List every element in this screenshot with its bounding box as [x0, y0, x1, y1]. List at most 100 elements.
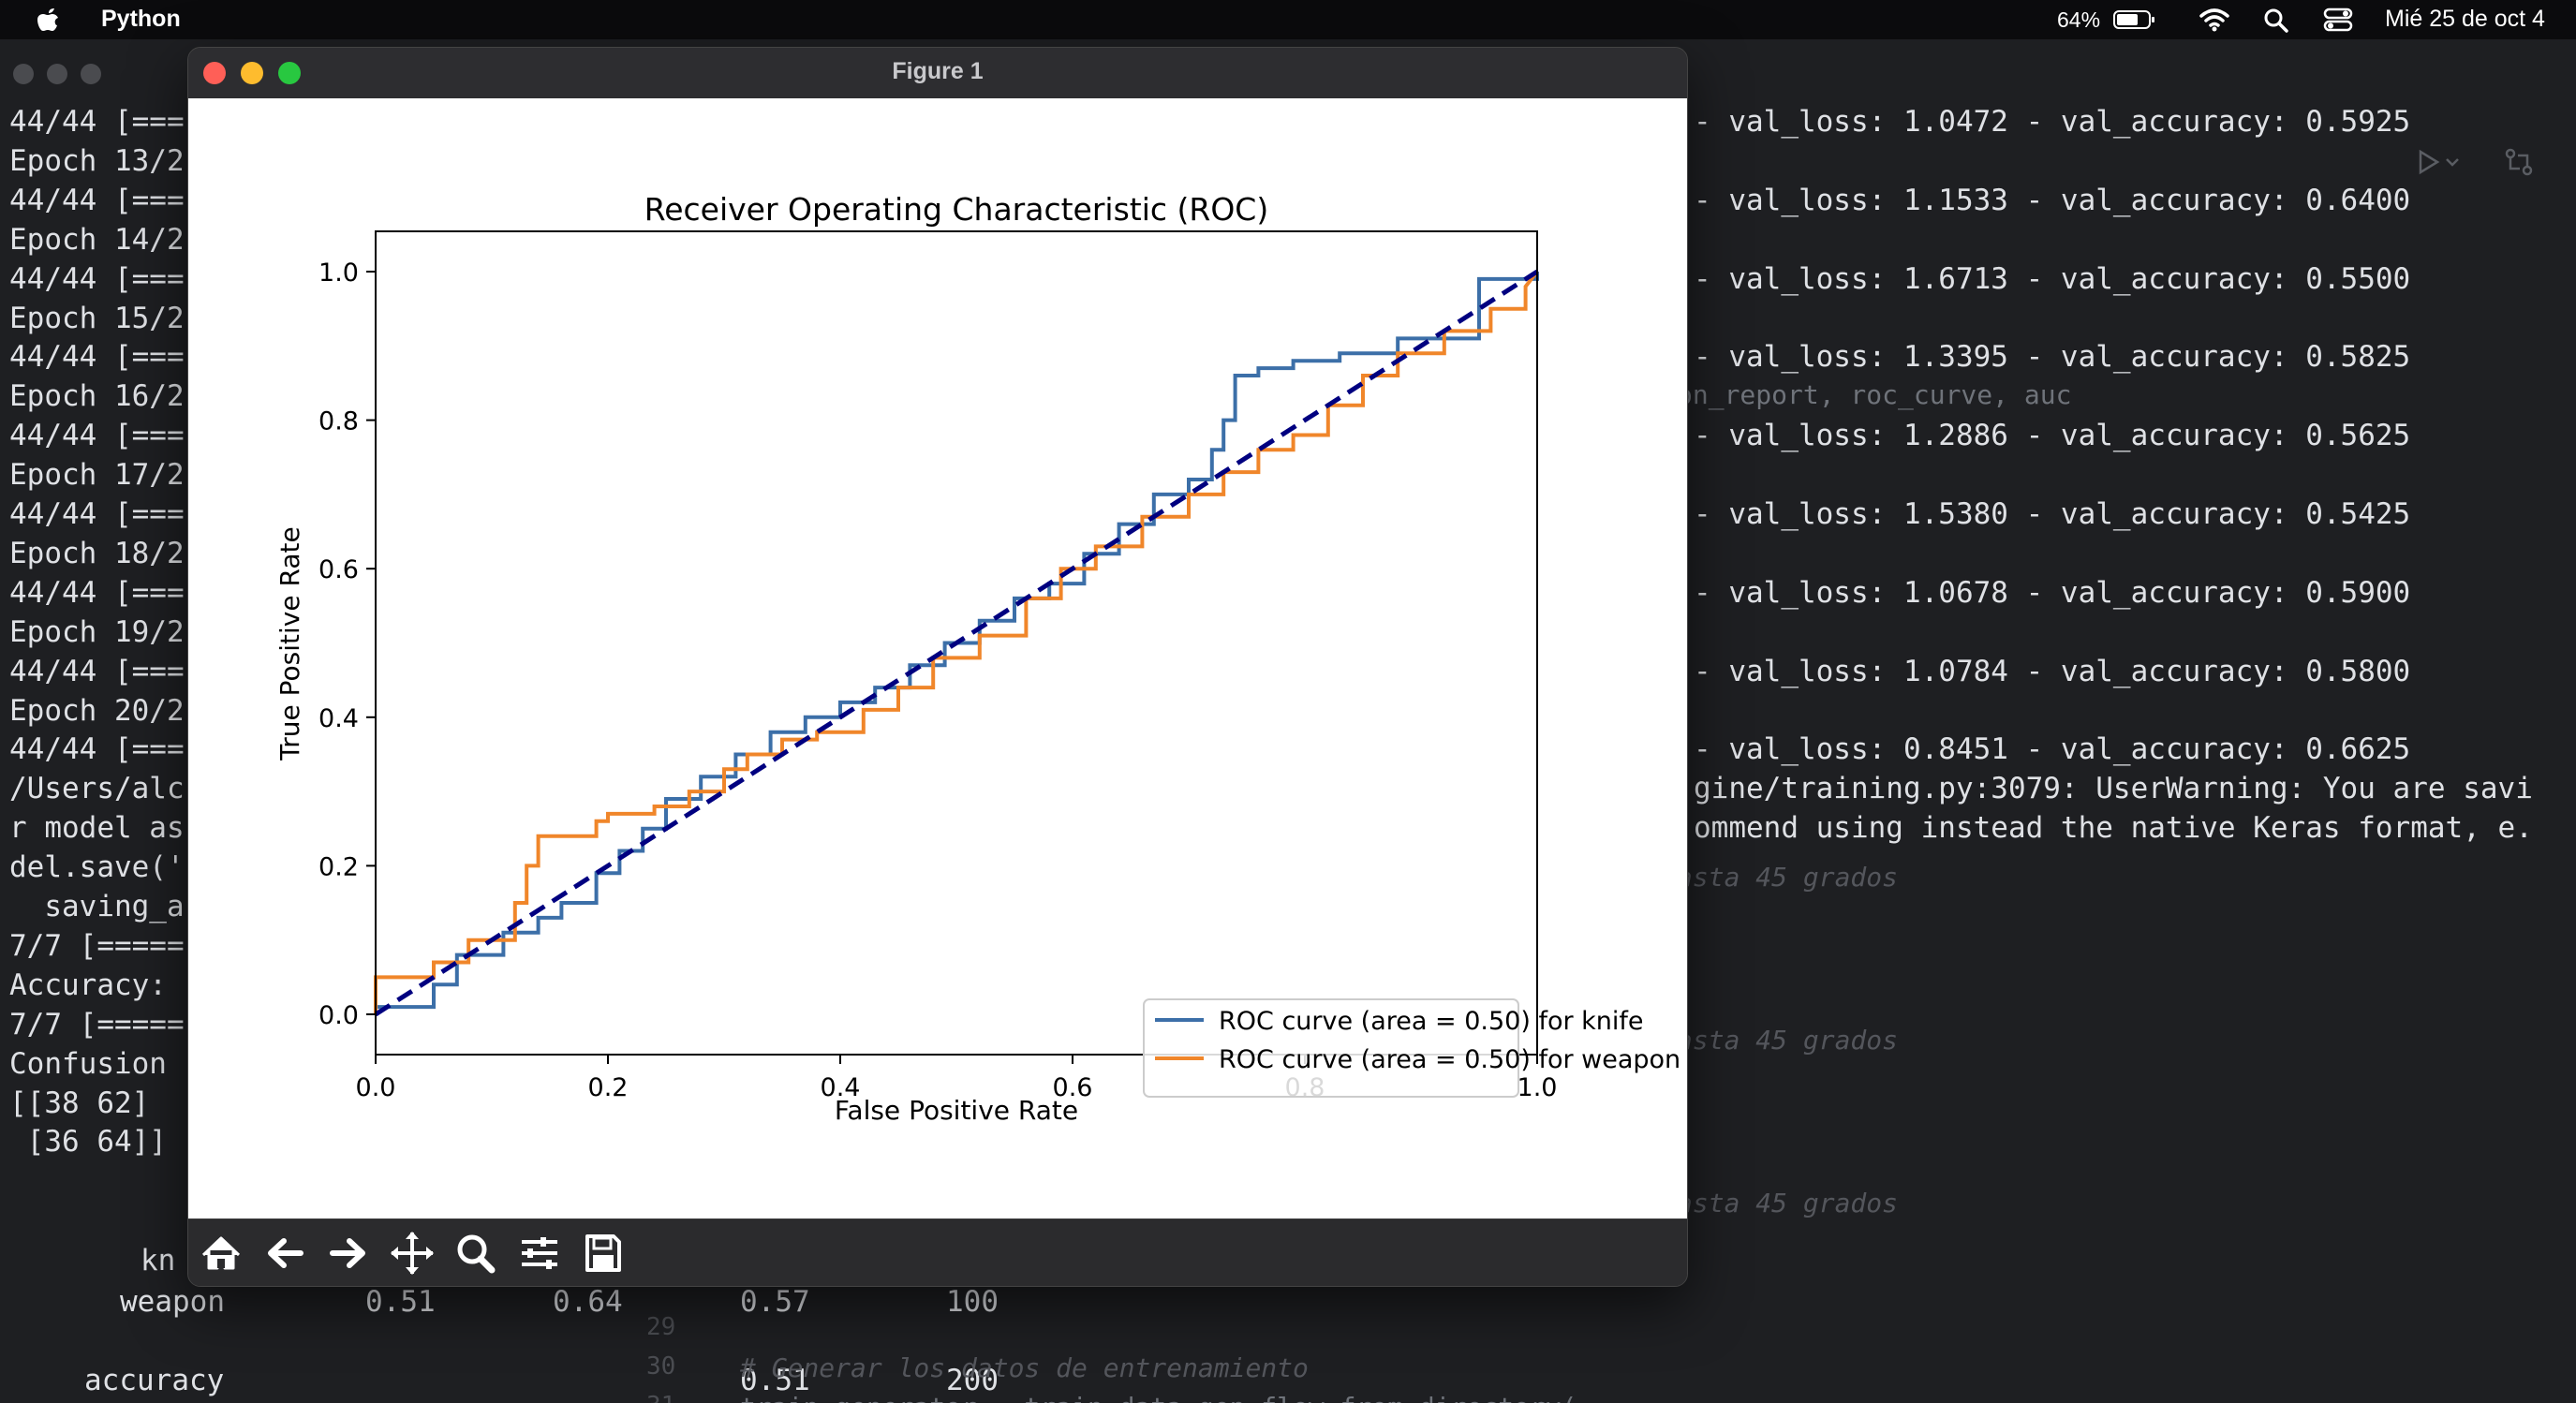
- wifi-icon[interactable]: [2199, 7, 2229, 32]
- terminal-line: 44/44 [===: [9, 497, 185, 531]
- terminal-line: - val_loss: 1.6713 - val_accuracy: 0.550…: [1694, 261, 2411, 296]
- terminal-line: - val_loss: 1.1533 - val_accuracy: 0.640…: [1694, 183, 2411, 217]
- control-center-icon[interactable]: [2323, 7, 2353, 32]
- terminal-line: Epoch 20/2: [9, 693, 185, 728]
- spotlight-search-icon[interactable]: [2263, 7, 2289, 34]
- figure-title: Figure 1: [892, 58, 984, 84]
- terminal-line: ommend using instead the native Keras fo…: [1694, 811, 2533, 846]
- plot-canvas[interactable]: 0.00.20.40.60.81.00.00.20.40.60.81.0 Rec…: [188, 98, 1687, 1218]
- y-tick-label: 1.0: [318, 258, 359, 288]
- report-accuracy-support: 200: [946, 1364, 999, 1397]
- terminal-line: 7/7 [=====: [9, 1007, 185, 1041]
- home-button[interactable]: [194, 1227, 248, 1279]
- report-accuracy-value: 0.51: [740, 1364, 810, 1397]
- pan-button[interactable]: [385, 1227, 439, 1279]
- x-tick-label: 1.0: [1517, 1073, 1558, 1102]
- zoom-button[interactable]: [449, 1227, 503, 1279]
- terminal-line: 44/44 [===: [9, 575, 185, 610]
- app-name[interactable]: Python: [101, 6, 181, 32]
- terminal-line: 44/44 [===: [9, 419, 185, 453]
- roc-series-1: [374, 270, 1539, 1014]
- terminal-line: Confusion: [9, 1046, 167, 1081]
- terminal-line: Accuracy:: [9, 967, 167, 1002]
- back-icon: [268, 1238, 303, 1268]
- battery-icon[interactable]: [2113, 9, 2156, 30]
- x-tick-label: 0.0: [356, 1073, 396, 1102]
- x-tick-label: 0.4: [821, 1073, 861, 1102]
- report-knife-label: kn: [141, 1244, 176, 1277]
- terminal-line: 44/44 [===: [9, 732, 185, 767]
- ghost-line-number: 30: [646, 1352, 676, 1381]
- terminal-line: Epoch 15/2: [9, 301, 185, 335]
- terminal-line: [36 64]]: [9, 1125, 167, 1159]
- clock[interactable]: Mié 25 de oct 4: [2385, 6, 2545, 32]
- forward-icon: [330, 1238, 365, 1268]
- axes-frame: [375, 230, 1538, 1056]
- close-button[interactable]: [203, 62, 226, 84]
- terminal-line: 44/44 [===: [9, 654, 185, 688]
- legend-entry: ROC curve (area = 0.50) for knife: [1219, 1007, 1644, 1036]
- run-icon[interactable]: [2417, 148, 2464, 176]
- terminal-line: /Users/alc: [9, 772, 185, 806]
- x-tick-label: 0.6: [1053, 1073, 1093, 1102]
- terminal-line: r model as: [9, 811, 185, 846]
- battery-percent: 64%: [2057, 7, 2101, 32]
- figure-toolbar: [188, 1218, 1687, 1286]
- ghost-code-comment: # Generar los datos de entrenamiento: [740, 1352, 1309, 1383]
- forward-button[interactable]: [321, 1227, 376, 1279]
- terminal-line: 7/7 [=====: [9, 928, 185, 963]
- terminal-line: 44/44 [===: [9, 261, 185, 296]
- git-compare-icon[interactable]: [2503, 146, 2535, 178]
- terminal-window-controls[interactable]: [13, 64, 114, 88]
- x-axis-label: False Positive Rate: [835, 1095, 1078, 1126]
- legend-box: [1143, 998, 1519, 1098]
- figure-window: Figure 1 0.00.20.40.60.81.00.00.20.40.60…: [187, 47, 1688, 1287]
- terminal-line: Epoch 16/2: [9, 379, 185, 414]
- diagonal-reference-line: [374, 269, 1539, 1017]
- terminal-line: Epoch 18/2: [9, 536, 185, 570]
- y-tick-label: 0.4: [318, 704, 359, 733]
- minimize-button[interactable]: [241, 62, 263, 84]
- figure-titlebar[interactable]: Figure 1: [188, 48, 1687, 98]
- terminal-line: 44/44 [===: [9, 105, 185, 139]
- home-icon: [201, 1236, 241, 1270]
- report-weapon-support: 100: [946, 1285, 999, 1319]
- pan-icon: [391, 1232, 434, 1275]
- ghost-line-number: 29: [646, 1313, 676, 1341]
- save-icon: [585, 1234, 621, 1272]
- menu-bar: Python 64% Mié 25 de oct 4: [0, 0, 2576, 39]
- zoom-icon: [457, 1234, 496, 1274]
- terminal-line: Epoch 19/2: [9, 614, 185, 649]
- ghost-line-number: 31: [646, 1392, 675, 1403]
- terminal-line: - val_loss: 1.0678 - val_accuracy: 0.590…: [1694, 575, 2411, 610]
- terminal-line: del.save(': [9, 850, 185, 885]
- terminal-line: - val_loss: 0.8451 - val_accuracy: 0.662…: [1694, 732, 2411, 767]
- legend-entry: ROC curve (area = 0.50) for weapon: [1219, 1045, 1680, 1074]
- apple-icon[interactable]: [37, 7, 62, 33]
- terminal-line: Epoch 17/2: [9, 458, 185, 493]
- terminal-line: - val_loss: 1.0472 - val_accuracy: 0.592…: [1694, 105, 2411, 139]
- configure-subplots-button[interactable]: [512, 1227, 567, 1279]
- back-button[interactable]: [258, 1227, 312, 1279]
- report-accuracy-label: accuracy: [84, 1364, 225, 1397]
- roc-series-0: [374, 272, 1539, 1014]
- terminal-line: saving_a: [9, 890, 185, 923]
- save-figure-button[interactable]: [576, 1227, 630, 1279]
- ghost-import-line: on_report, roc_curve, auc: [1677, 379, 2072, 410]
- maximize-button[interactable]: [278, 62, 301, 84]
- legend[interactable]: ROC curve (area = 0.50) for knife ROC cur…: [1143, 998, 1680, 1098]
- terminal-line: 44/44 [===: [9, 183, 185, 217]
- roc-chart[interactable]: 0.00.20.40.60.81.00.00.20.40.60.81.0 Rec…: [188, 98, 1687, 1218]
- terminal-line: [[38 62]: [9, 1085, 150, 1120]
- y-tick-label: 0.0: [318, 1001, 359, 1030]
- chart-title: Receiver Operating Characteristic (ROC): [644, 191, 1268, 228]
- ghost-code-line: train_generator = train_data_gen.flow_fr…: [740, 1392, 1577, 1403]
- report-weapon-f1: 0.57: [740, 1285, 810, 1319]
- y-tick-label: 0.6: [318, 555, 359, 584]
- terminal-line: 44/44 [===: [9, 340, 185, 375]
- x-tick-label: 0.2: [588, 1073, 629, 1102]
- terminal-line: gine/training.py:3079: UserWarning: You …: [1694, 772, 2533, 806]
- terminal-line: - val_loss: 1.3395 - val_accuracy: 0.582…: [1694, 340, 2411, 375]
- report-weapon-label: weapon: [120, 1285, 225, 1319]
- report-weapon-recall: 0.64: [553, 1285, 623, 1319]
